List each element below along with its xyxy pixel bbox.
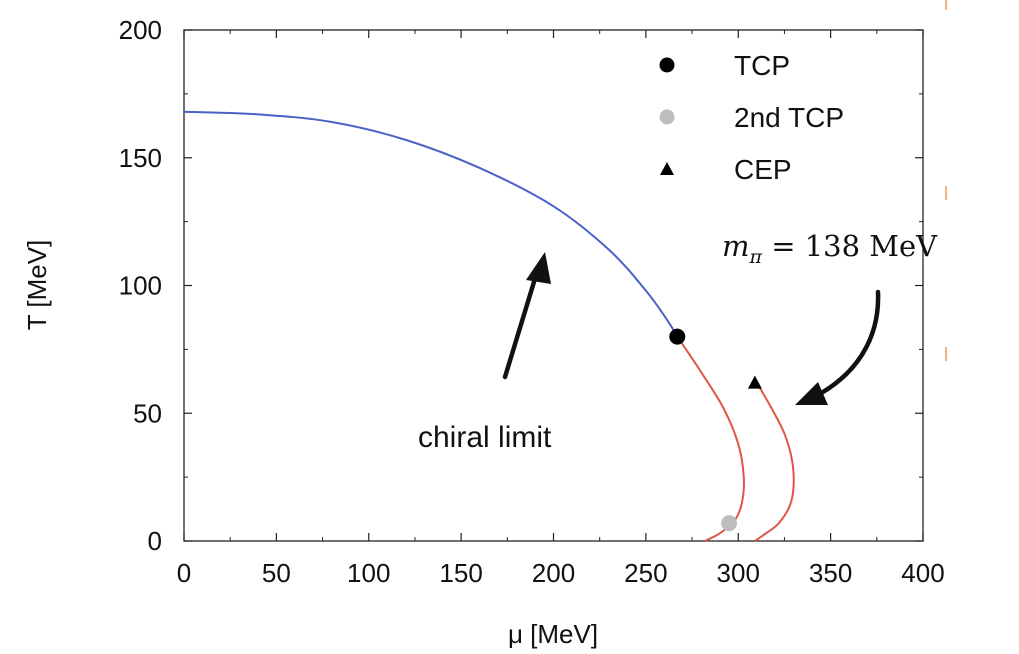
point-tcp bbox=[669, 328, 686, 345]
legend-label-2: 2nd TCP bbox=[734, 102, 844, 133]
annotations: chiral limit mπ = 138 MeV bbox=[418, 0, 947, 454]
annotation-chiral-limit: chiral limit bbox=[418, 421, 552, 454]
arrow-chiral-shaft bbox=[502, 269, 540, 380]
x-tick-label: 350 bbox=[809, 558, 852, 588]
legend-marker-2 bbox=[659, 109, 675, 125]
y-tick-label: 200 bbox=[119, 15, 162, 45]
y-tick-label: 0 bbox=[148, 526, 162, 556]
x-tick-label: 0 bbox=[177, 558, 191, 588]
x-tick-label: 150 bbox=[439, 558, 482, 588]
series-line-3 bbox=[754, 382, 795, 542]
legend: TCP 2nd TCP CEP bbox=[659, 50, 844, 185]
annotation-pion-mass: mπ = 138 MeV bbox=[722, 229, 938, 268]
y-axis-label: T [MeV] bbox=[22, 240, 52, 331]
x-tick-label: 250 bbox=[624, 558, 667, 588]
x-axis-label: μ [MeV] bbox=[508, 619, 598, 649]
arrow-mpi-shaft bbox=[813, 289, 881, 399]
arrow-mpi-head bbox=[795, 382, 828, 405]
annotation-arrows bbox=[502, 0, 947, 405]
legend-marker-3 bbox=[660, 162, 674, 175]
point-cep bbox=[747, 375, 762, 389]
series-group bbox=[183, 110, 795, 542]
y-tick-label: 50 bbox=[133, 398, 162, 428]
arrow-chiral-head bbox=[526, 252, 551, 284]
legend-label-1: TCP bbox=[734, 50, 790, 81]
x-tick-label: 300 bbox=[717, 558, 760, 588]
series-line-2 bbox=[676, 336, 745, 542]
legend-marker-1 bbox=[659, 57, 675, 73]
x-tick-label: 200 bbox=[532, 558, 575, 588]
x-tick-label: 100 bbox=[347, 558, 390, 588]
tick-labels: 0 50 100 150 200 250 300 350 400 0 50 100 150 200 bbox=[119, 15, 945, 588]
y-tick-label: 150 bbox=[119, 143, 162, 173]
points-group bbox=[669, 328, 762, 532]
y-tick-label: 100 bbox=[119, 271, 162, 301]
axis-ticks bbox=[183, 29, 924, 542]
x-tick-label: 400 bbox=[901, 558, 944, 588]
point-2nd-tcp bbox=[721, 515, 738, 532]
legend-label-3: CEP bbox=[734, 154, 792, 185]
series-line-1 bbox=[183, 110, 679, 338]
x-tick-label: 50 bbox=[262, 558, 291, 588]
